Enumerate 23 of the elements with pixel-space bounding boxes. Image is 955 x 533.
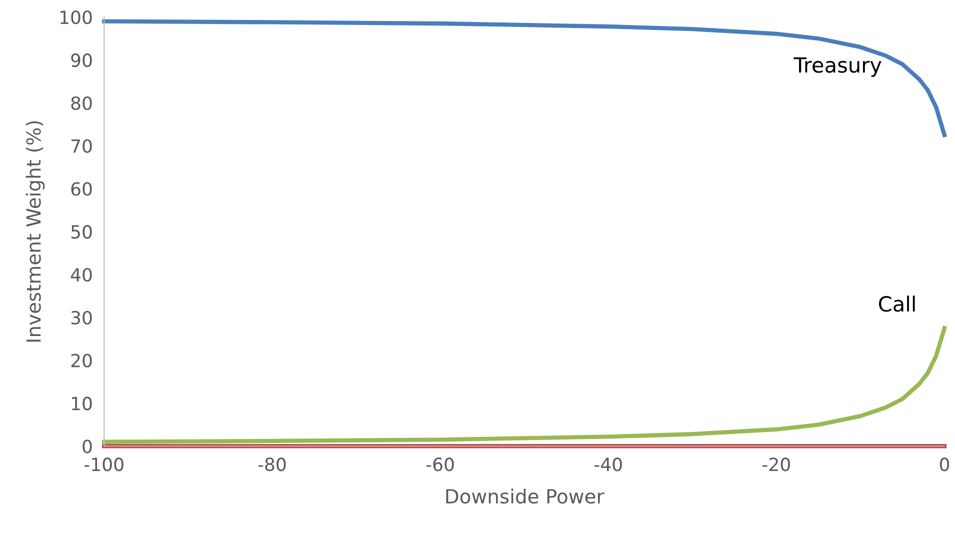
series-label: Treasury [794,57,882,77]
x-tick-label: -80 [258,458,286,472]
y-tick-label: 60 [71,182,92,196]
y-tick-label: 0 [82,440,92,454]
x-tick-label: -20 [762,458,790,472]
series-label: Call [878,296,915,312]
y-tick-label: 10 [72,396,92,410]
y-tick-label: 40 [70,268,92,282]
y-tick-label: 50 [71,225,92,239]
x-tick-label: -40 [594,458,622,472]
line-series [102,19,947,138]
y-tick-label: 100 [60,10,92,24]
y-tick-label: 80 [71,96,92,110]
x-axis-title: Downside Power [446,488,604,504]
y-tick-label: 70 [71,139,92,153]
y-tick-label: 30 [71,310,92,325]
x-tick-label: -60 [426,458,454,472]
y-tick-label: 90 [71,53,92,68]
x-tick-label: -100 [84,458,124,472]
y-axis-title: Investment Weight (%) [26,121,45,342]
x-tick-label: 0 [940,458,950,472]
y-tick-label: 20 [71,354,92,368]
line-series [102,326,947,444]
